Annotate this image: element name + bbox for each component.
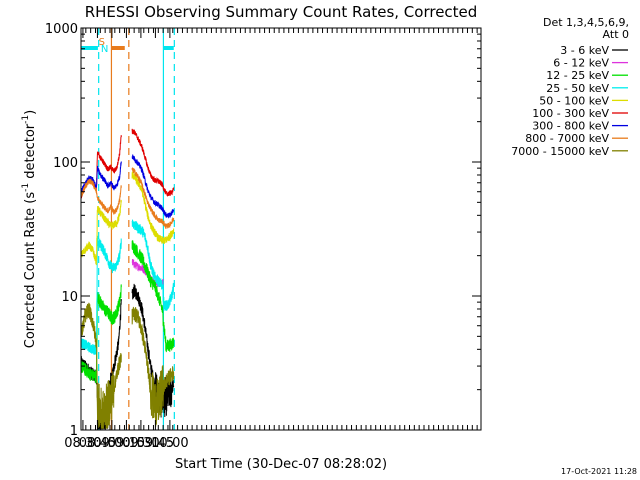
y-axis: 1 10 100 1000 — [45, 22, 481, 439]
x-tick-label: 10:00 — [151, 436, 188, 451]
x-tick-label: 09:30 — [122, 436, 159, 451]
series-line — [81, 154, 175, 219]
y-tick-label: 1000 — [45, 22, 78, 37]
y-tick-label: 100 — [53, 156, 78, 171]
legend-header-line-2: Att 0 — [603, 28, 629, 41]
y-tick-label: 10 — [61, 290, 78, 305]
x-tick-label: 08:30 — [64, 436, 101, 451]
legend-label: 7000 - 15000 keV — [511, 145, 609, 158]
chart-title: RHESSI Observing Summary Count Rates, Co… — [85, 3, 478, 21]
series-line — [81, 170, 175, 266]
y-label-part-3: ) — [23, 110, 38, 115]
x-tick-label: 09:45 — [137, 436, 174, 451]
x-axis-label: Start Time (30-Dec-07 08:28:02) — [175, 457, 387, 472]
x-tick-label: 09:15 — [108, 436, 145, 451]
legend-header-line-1: Det 1,3,4,5,6,9, — [543, 16, 629, 29]
y-axis-label: Corrected Count Rate (s-1 detector-1) — [21, 110, 38, 348]
flag-label-n: N — [101, 44, 108, 55]
y-label-part-1: Corrected Count Rate (s — [23, 192, 38, 349]
series-group — [81, 128, 175, 430]
marker-lines — [98, 28, 175, 430]
series-line — [81, 240, 175, 384]
legend-label: 50 - 100 keV — [539, 94, 609, 107]
legend-label: 300 - 800 keV — [532, 120, 609, 133]
footer-timestamp: 17-Oct-2021 11:28 — [561, 467, 637, 476]
flag-label-s: S — [99, 37, 105, 48]
legend-label: 25 - 50 keV — [546, 82, 609, 95]
series-line — [81, 167, 175, 229]
y-label-sup-1: -1 — [21, 183, 31, 192]
series-line — [81, 219, 175, 355]
plot-frame — [80, 27, 482, 431]
legend-label: 800 - 7000 keV — [525, 132, 609, 145]
series-line — [81, 302, 175, 429]
x-tick-label: 09:00 — [93, 436, 130, 451]
legend-label: 12 - 25 keV — [546, 69, 609, 82]
x-tick-label: 08:45 — [79, 436, 116, 451]
legend-label: 100 - 300 keV — [532, 107, 609, 120]
y-tick-label: 1 — [70, 424, 78, 439]
y-label-sup-2: -1 — [21, 115, 31, 124]
legend-label: 6 - 12 keV — [553, 57, 609, 70]
y-label-part-2: detector — [23, 123, 38, 183]
legend-label: 3 - 6 keV — [560, 44, 609, 57]
